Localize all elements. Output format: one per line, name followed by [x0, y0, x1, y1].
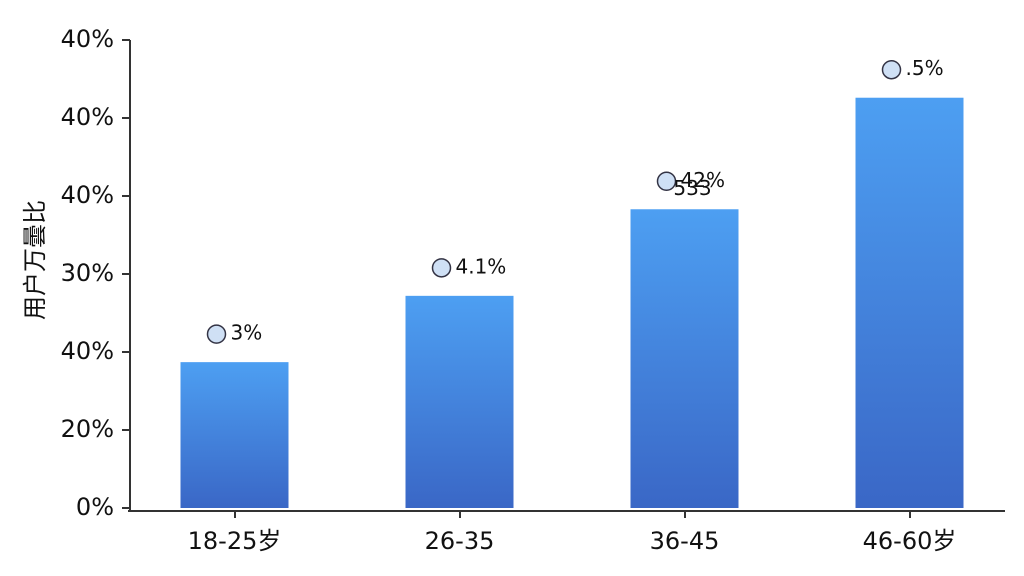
data-label: 4.1%: [456, 254, 507, 278]
bar: [630, 209, 739, 508]
y-tick-label: 40%: [61, 181, 114, 209]
y-axis-label: 用户万曇比: [21, 200, 49, 320]
y-tick-label: 40%: [61, 25, 114, 53]
label-icon: [206, 324, 227, 344]
data-label: 42%: [681, 168, 725, 192]
annotation: 533: [673, 176, 711, 200]
data-label: 3%: [231, 321, 263, 345]
label-icon: [656, 171, 677, 192]
label-icon: [431, 258, 452, 278]
y-tick-label: 40%: [61, 337, 114, 365]
y-tick-label: 30%: [61, 259, 114, 287]
y-tick-label: 0%: [76, 493, 114, 521]
bar: [855, 97, 964, 508]
x-tick-label: 18-25岁: [188, 527, 282, 555]
data-label: .5%: [906, 56, 944, 80]
bar: [405, 295, 514, 508]
x-tick-label: 46-60岁: [863, 527, 957, 555]
x-tick-label: 26-35: [425, 527, 495, 555]
bar: [180, 362, 289, 508]
y-tick-label: 20%: [61, 415, 114, 443]
label-icon: [881, 59, 902, 80]
y-tick-label: 40%: [61, 103, 114, 131]
x-tick-label: 36-45: [650, 527, 720, 555]
